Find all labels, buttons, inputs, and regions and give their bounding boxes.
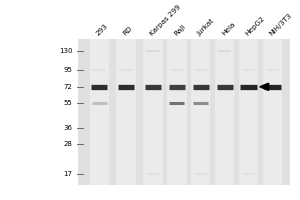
Text: 72: 72 — [64, 84, 72, 90]
Text: 36: 36 — [63, 125, 72, 131]
Text: 95: 95 — [64, 67, 72, 73]
Text: Raji: Raji — [172, 23, 186, 37]
Text: 130: 130 — [59, 48, 72, 54]
Text: 293: 293 — [95, 23, 109, 37]
Bar — [263, 39, 282, 185]
Bar — [167, 39, 187, 185]
Text: RD: RD — [122, 25, 134, 37]
Bar — [191, 39, 211, 185]
Text: 55: 55 — [64, 100, 72, 106]
Text: Hela: Hela — [220, 21, 236, 37]
Text: NIH/3T3: NIH/3T3 — [268, 12, 293, 37]
Text: Karpas 299: Karpas 299 — [149, 4, 182, 37]
Bar — [78, 39, 290, 185]
Text: HepG2: HepG2 — [244, 15, 266, 37]
Bar — [89, 39, 109, 185]
Bar — [215, 39, 234, 185]
Text: 28: 28 — [64, 141, 72, 147]
Text: Jurkat: Jurkat — [196, 18, 216, 37]
Bar — [116, 39, 136, 185]
Text: 17: 17 — [63, 171, 72, 177]
Bar — [143, 39, 163, 185]
Bar — [239, 39, 258, 185]
Polygon shape — [260, 83, 269, 90]
